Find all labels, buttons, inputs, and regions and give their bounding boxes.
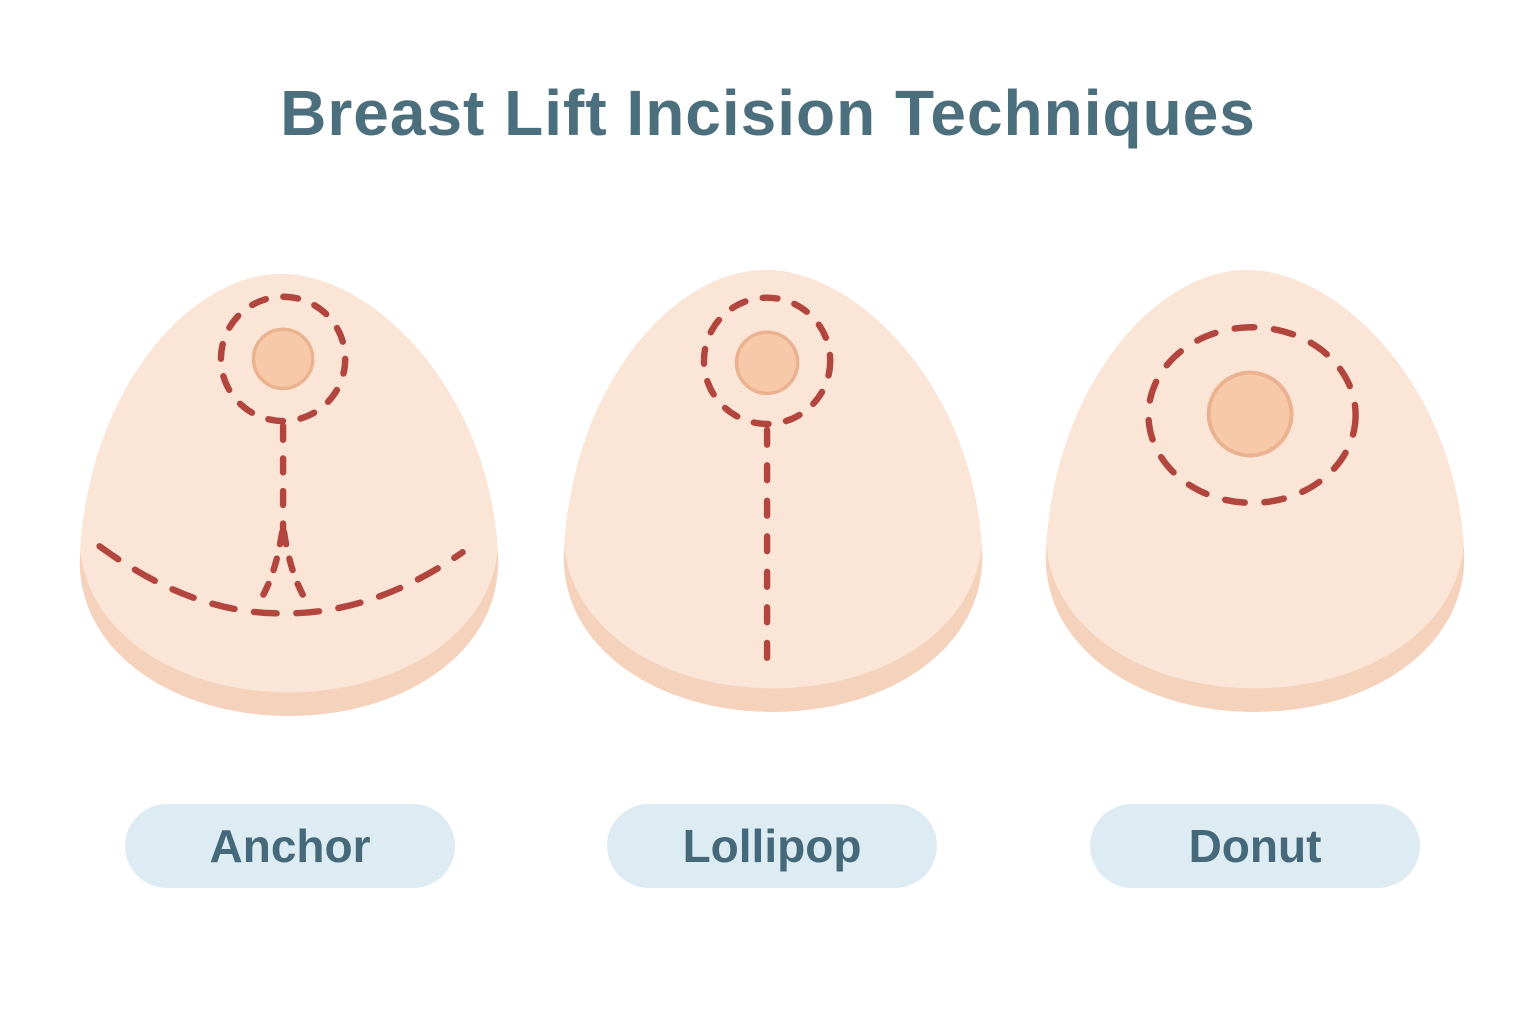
page-title: Breast Lift Incision Techniques — [280, 77, 1256, 149]
breast-body — [563, 270, 983, 689]
areola-icon — [734, 330, 800, 396]
lollipop-label: Lollipop — [682, 820, 862, 872]
periareolar-incision-line — [1145, 324, 1359, 507]
lollipop-incision-diagram — [563, 270, 983, 712]
periareolar-incision-line — [217, 293, 349, 425]
donut-label-badge: Donut — [1090, 804, 1420, 888]
vertical-split-left-line — [256, 529, 286, 605]
anchor-figure — [72, 268, 506, 722]
anchor-label-badge: Anchor — [125, 804, 455, 888]
periareolar-incision-line — [700, 294, 834, 428]
lollipop-figure — [556, 264, 990, 718]
lollipop-label-badge: Lollipop — [607, 804, 937, 888]
areola-icon — [1206, 370, 1294, 458]
vertical-split-right-line — [280, 529, 310, 605]
anchor-incision-diagram — [79, 274, 499, 716]
anchor-label: Anchor — [209, 820, 371, 872]
breast-body — [79, 274, 499, 693]
donut-figure — [1038, 264, 1472, 718]
donut-label: Donut — [1188, 820, 1322, 872]
donut-incision-diagram — [1045, 270, 1465, 712]
breast-body — [1045, 270, 1465, 689]
areola-icon — [251, 327, 315, 391]
inframammary-crease-incision-line — [96, 543, 466, 617]
